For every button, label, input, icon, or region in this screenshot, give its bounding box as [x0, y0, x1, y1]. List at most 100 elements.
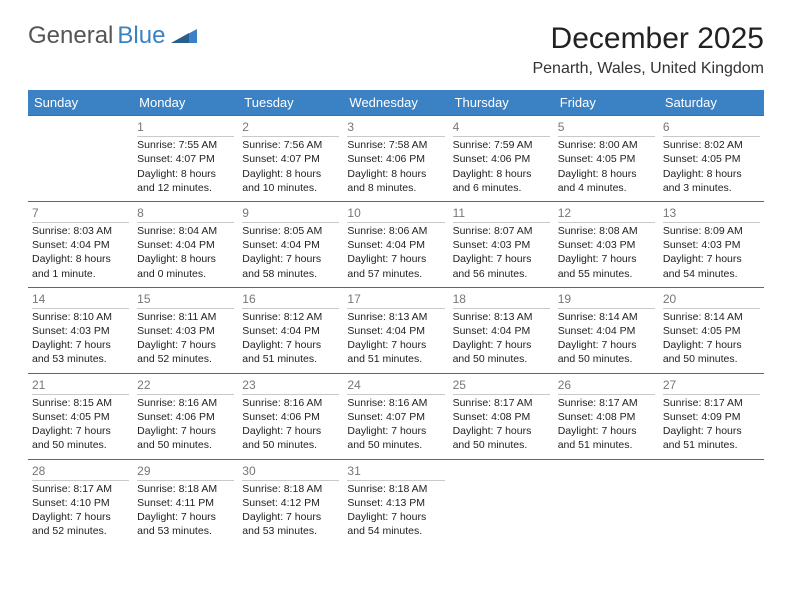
daylight-text: Daylight: 7 hours and 53 minutes.	[32, 338, 129, 366]
sunrise-text: Sunrise: 8:12 AM	[242, 310, 339, 324]
sunrise-text: Sunrise: 8:16 AM	[242, 396, 339, 410]
day-cell: 25Sunrise: 8:17 AMSunset: 4:08 PMDayligh…	[449, 373, 554, 459]
daylight-text: Daylight: 8 hours and 10 minutes.	[242, 167, 339, 195]
daylight-text: Daylight: 8 hours and 3 minutes.	[663, 167, 760, 195]
day-number: 13	[663, 205, 760, 223]
day-number: 24	[347, 377, 444, 395]
day-number: 9	[242, 205, 339, 223]
day-cell: .	[554, 459, 659, 544]
sunrise-text: Sunrise: 8:05 AM	[242, 224, 339, 238]
sunrise-text: Sunrise: 7:59 AM	[453, 138, 550, 152]
sunset-text: Sunset: 4:05 PM	[558, 152, 655, 166]
day-number: 17	[347, 291, 444, 309]
daylight-text: Daylight: 7 hours and 53 minutes.	[137, 510, 234, 538]
sunset-text: Sunset: 4:06 PM	[453, 152, 550, 166]
daylight-text: Daylight: 7 hours and 52 minutes.	[32, 510, 129, 538]
week-row: 7Sunrise: 8:03 AMSunset: 4:04 PMDaylight…	[28, 201, 764, 287]
sunrise-text: Sunrise: 8:17 AM	[32, 482, 129, 496]
day-cell: 23Sunrise: 8:16 AMSunset: 4:06 PMDayligh…	[238, 373, 343, 459]
location: Penarth, Wales, United Kingdom	[532, 60, 764, 78]
daylight-text: Daylight: 7 hours and 52 minutes.	[137, 338, 234, 366]
sunrise-text: Sunrise: 8:18 AM	[347, 482, 444, 496]
day-cell: 3Sunrise: 7:58 AMSunset: 4:06 PMDaylight…	[343, 116, 448, 202]
sunrise-text: Sunrise: 7:58 AM	[347, 138, 444, 152]
day-cell: 31Sunrise: 8:18 AMSunset: 4:13 PMDayligh…	[343, 459, 448, 544]
day-cell: .	[659, 459, 764, 544]
day-cell: 16Sunrise: 8:12 AMSunset: 4:04 PMDayligh…	[238, 287, 343, 373]
daylight-text: Daylight: 7 hours and 51 minutes.	[663, 424, 760, 452]
day-number: 23	[242, 377, 339, 395]
daylight-text: Daylight: 7 hours and 50 minutes.	[347, 424, 444, 452]
day-cell: .	[28, 116, 133, 202]
sunset-text: Sunset: 4:12 PM	[242, 496, 339, 510]
day-cell: 1Sunrise: 7:55 AMSunset: 4:07 PMDaylight…	[133, 116, 238, 202]
sunset-text: Sunset: 4:04 PM	[242, 238, 339, 252]
sunrise-text: Sunrise: 8:06 AM	[347, 224, 444, 238]
day-cell: 19Sunrise: 8:14 AMSunset: 4:04 PMDayligh…	[554, 287, 659, 373]
daylight-text: Daylight: 7 hours and 57 minutes.	[347, 252, 444, 280]
day-cell: 9Sunrise: 8:05 AMSunset: 4:04 PMDaylight…	[238, 201, 343, 287]
day-cell: 17Sunrise: 8:13 AMSunset: 4:04 PMDayligh…	[343, 287, 448, 373]
sunset-text: Sunset: 4:05 PM	[663, 152, 760, 166]
sunset-text: Sunset: 4:07 PM	[347, 410, 444, 424]
month-title: December 2025	[532, 22, 764, 56]
day-number: 10	[347, 205, 444, 223]
day-number: 11	[453, 205, 550, 223]
day-number: 22	[137, 377, 234, 395]
day-number: 4	[453, 119, 550, 137]
day-number: 19	[558, 291, 655, 309]
day-number: 21	[32, 377, 129, 395]
day-cell: 12Sunrise: 8:08 AMSunset: 4:03 PMDayligh…	[554, 201, 659, 287]
day-cell: 5Sunrise: 8:00 AMSunset: 4:05 PMDaylight…	[554, 116, 659, 202]
sunset-text: Sunset: 4:06 PM	[137, 410, 234, 424]
daylight-text: Daylight: 8 hours and 6 minutes.	[453, 167, 550, 195]
day-number: 7	[32, 205, 129, 223]
sunrise-text: Sunrise: 8:08 AM	[558, 224, 655, 238]
week-row: 14Sunrise: 8:10 AMSunset: 4:03 PMDayligh…	[28, 287, 764, 373]
logo-triangle-icon	[171, 22, 197, 50]
day-cell: 20Sunrise: 8:14 AMSunset: 4:05 PMDayligh…	[659, 287, 764, 373]
day-number: 8	[137, 205, 234, 223]
sunset-text: Sunset: 4:08 PM	[558, 410, 655, 424]
day-cell: 29Sunrise: 8:18 AMSunset: 4:11 PMDayligh…	[133, 459, 238, 544]
daylight-text: Daylight: 7 hours and 50 minutes.	[453, 424, 550, 452]
daylight-text: Daylight: 8 hours and 1 minute.	[32, 252, 129, 280]
sunrise-text: Sunrise: 8:18 AM	[242, 482, 339, 496]
day-cell: 14Sunrise: 8:10 AMSunset: 4:03 PMDayligh…	[28, 287, 133, 373]
day-number: 2	[242, 119, 339, 137]
sunset-text: Sunset: 4:03 PM	[137, 324, 234, 338]
sunset-text: Sunset: 4:04 PM	[453, 324, 550, 338]
sunrise-text: Sunrise: 8:17 AM	[453, 396, 550, 410]
daylight-text: Daylight: 7 hours and 50 minutes.	[32, 424, 129, 452]
day-cell: 2Sunrise: 7:56 AMSunset: 4:07 PMDaylight…	[238, 116, 343, 202]
day-header: Thursday	[449, 90, 554, 116]
sunset-text: Sunset: 4:04 PM	[242, 324, 339, 338]
sunset-text: Sunset: 4:04 PM	[347, 324, 444, 338]
sunrise-text: Sunrise: 8:14 AM	[663, 310, 760, 324]
sunset-text: Sunset: 4:06 PM	[347, 152, 444, 166]
logo-text-2: Blue	[117, 22, 165, 50]
day-number: 20	[663, 291, 760, 309]
day-number: 25	[453, 377, 550, 395]
sunrise-text: Sunrise: 8:15 AM	[32, 396, 129, 410]
header: GeneralBlue December 2025 Penarth, Wales…	[28, 22, 764, 78]
sunrise-text: Sunrise: 8:16 AM	[347, 396, 444, 410]
daylight-text: Daylight: 7 hours and 51 minutes.	[347, 338, 444, 366]
day-header: Tuesday	[238, 90, 343, 116]
day-header-row: Sunday Monday Tuesday Wednesday Thursday…	[28, 90, 764, 116]
sunset-text: Sunset: 4:05 PM	[32, 410, 129, 424]
sunset-text: Sunset: 4:06 PM	[242, 410, 339, 424]
week-row: 21Sunrise: 8:15 AMSunset: 4:05 PMDayligh…	[28, 373, 764, 459]
day-cell: 21Sunrise: 8:15 AMSunset: 4:05 PMDayligh…	[28, 373, 133, 459]
sunset-text: Sunset: 4:05 PM	[663, 324, 760, 338]
title-block: December 2025 Penarth, Wales, United Kin…	[532, 22, 764, 78]
day-cell: 18Sunrise: 8:13 AMSunset: 4:04 PMDayligh…	[449, 287, 554, 373]
day-cell: 10Sunrise: 8:06 AMSunset: 4:04 PMDayligh…	[343, 201, 448, 287]
sunrise-text: Sunrise: 8:10 AM	[32, 310, 129, 324]
sunrise-text: Sunrise: 8:16 AM	[137, 396, 234, 410]
daylight-text: Daylight: 7 hours and 56 minutes.	[453, 252, 550, 280]
sunset-text: Sunset: 4:04 PM	[347, 238, 444, 252]
sunrise-text: Sunrise: 8:13 AM	[347, 310, 444, 324]
sunset-text: Sunset: 4:07 PM	[242, 152, 339, 166]
sunset-text: Sunset: 4:10 PM	[32, 496, 129, 510]
